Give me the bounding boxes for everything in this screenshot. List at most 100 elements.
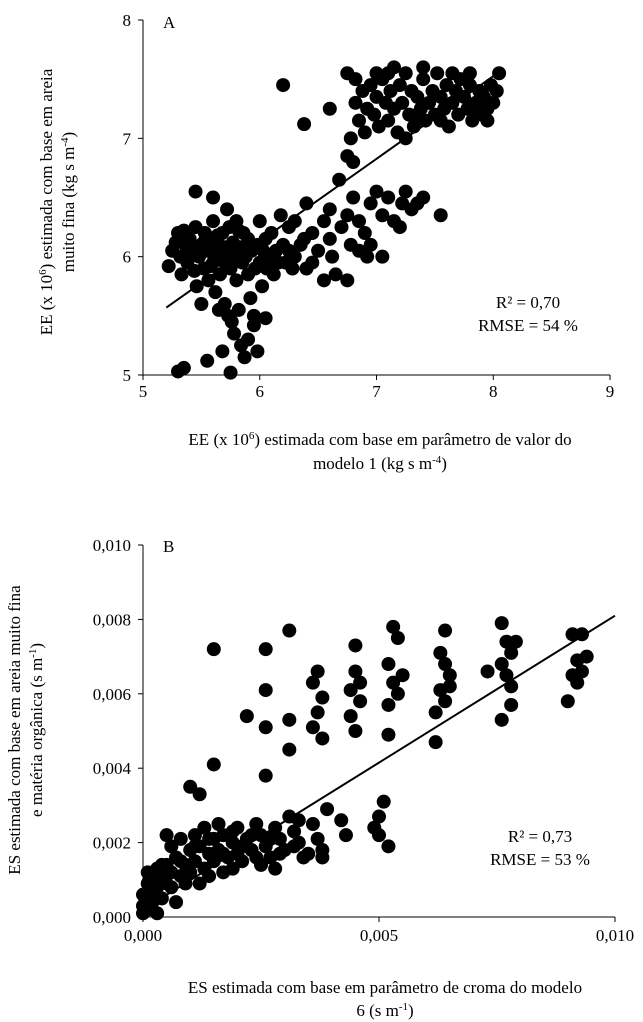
data-point xyxy=(194,297,209,311)
panel-b-ylabel-line2: e matéria orgânica (s m-1) xyxy=(27,643,46,817)
data-point xyxy=(206,190,221,205)
panel-a-label: A xyxy=(163,13,176,32)
panel-b-label: B xyxy=(163,537,174,556)
data-point xyxy=(237,350,252,365)
data-point xyxy=(422,95,437,110)
data-point xyxy=(433,113,448,128)
panel-b-y-ticks: 0,000 0,002 0,004 0,006 0,008 0,010 xyxy=(93,536,143,927)
data-point xyxy=(243,291,258,306)
data-point xyxy=(574,664,589,679)
data-point xyxy=(351,243,366,258)
data-point xyxy=(428,705,443,720)
data-point xyxy=(210,228,225,243)
data-point xyxy=(206,757,221,772)
data-point xyxy=(398,184,413,199)
panel-b-trendline xyxy=(142,614,616,911)
data-point xyxy=(164,839,179,854)
data-point xyxy=(206,854,221,869)
data-point xyxy=(570,675,585,690)
data-point xyxy=(239,709,254,724)
panel-b-xlabel-line2: 6 (s m-1) xyxy=(356,1001,413,1020)
data-point xyxy=(282,623,297,638)
panel-a-x-ticks: 5 6 7 8 9 xyxy=(139,375,614,401)
data-point xyxy=(287,839,302,854)
panel-a-trendline xyxy=(165,71,500,309)
data-point xyxy=(353,675,368,690)
y-tick-label: 0,000 xyxy=(93,908,131,927)
data-point xyxy=(282,712,297,727)
x-tick-label: 0,005 xyxy=(360,926,398,945)
data-point xyxy=(255,279,270,294)
data-point xyxy=(258,720,273,735)
data-point xyxy=(315,731,330,746)
data-point xyxy=(183,865,198,880)
data-point xyxy=(315,690,330,705)
data-point xyxy=(499,668,514,683)
x-tick-label: 5 xyxy=(139,382,148,401)
data-point xyxy=(372,809,386,824)
data-point xyxy=(297,231,312,246)
data-point xyxy=(369,184,384,199)
data-point xyxy=(211,817,226,831)
data-point xyxy=(462,66,477,81)
data-point xyxy=(353,694,368,709)
panel-b-x-ticks: 0,000 0,005 0,010 xyxy=(124,917,634,945)
data-point xyxy=(225,824,240,839)
data-point xyxy=(363,196,378,211)
data-point xyxy=(201,273,216,288)
data-point xyxy=(410,107,425,122)
data-point xyxy=(395,95,410,110)
data-point xyxy=(305,255,320,270)
data-point xyxy=(340,208,355,223)
data-point xyxy=(504,697,519,712)
data-point xyxy=(367,107,382,122)
data-point xyxy=(348,724,363,738)
data-point xyxy=(338,828,353,843)
data-point xyxy=(310,831,325,846)
data-point xyxy=(334,813,349,828)
panel-b-chart: B 0,000 0,005 0,010 0,0000,0020,0040,0060,… xyxy=(5,536,634,1020)
data-point xyxy=(381,190,396,205)
data-point xyxy=(375,249,390,264)
data-point xyxy=(442,668,457,683)
data-point xyxy=(305,720,320,735)
data-point xyxy=(258,311,273,326)
data-point xyxy=(206,642,221,657)
data-point xyxy=(310,664,325,679)
data-point xyxy=(211,302,226,317)
data-point xyxy=(392,220,407,235)
data-point xyxy=(348,664,363,679)
y-tick-label: 0,010 xyxy=(93,536,131,555)
data-point xyxy=(390,686,405,701)
data-point xyxy=(258,642,273,657)
data-point xyxy=(273,208,288,223)
data-point xyxy=(508,634,523,649)
data-point xyxy=(494,712,509,727)
x-tick-label: 0,000 xyxy=(124,926,162,945)
data-point xyxy=(169,895,184,910)
data-point xyxy=(206,214,221,229)
data-point xyxy=(381,66,396,81)
data-point xyxy=(285,261,300,276)
x-tick-label: 0,010 xyxy=(596,926,634,945)
data-point xyxy=(351,214,366,229)
data-point xyxy=(231,302,246,317)
data-point xyxy=(202,831,217,846)
data-point xyxy=(343,709,358,724)
data-point xyxy=(322,231,337,246)
data-point xyxy=(320,802,335,817)
panel-a-y-ticks: 5 6 7 8 xyxy=(123,11,143,385)
data-point xyxy=(159,828,174,843)
data-point xyxy=(348,72,363,87)
data-point xyxy=(268,861,283,876)
panel-b-points xyxy=(136,616,594,921)
data-point xyxy=(266,267,281,282)
x-tick-label: 8 xyxy=(489,382,498,401)
data-point xyxy=(315,850,330,865)
data-point xyxy=(334,220,349,235)
data-point xyxy=(348,638,363,653)
data-point xyxy=(489,84,504,98)
data-point xyxy=(176,360,191,375)
data-point xyxy=(229,273,244,288)
